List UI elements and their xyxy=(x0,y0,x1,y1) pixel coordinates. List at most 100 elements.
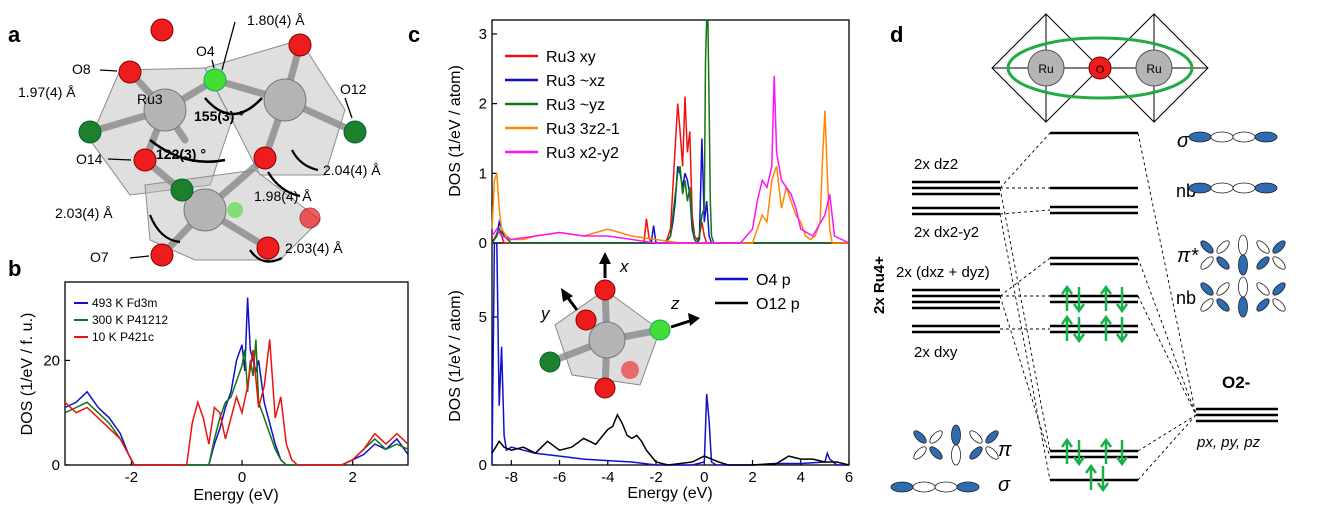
panel-b-axes xyxy=(64,281,409,466)
legend-o4-p: O4 p xyxy=(756,272,791,289)
legend-ru3-yz: Ru3 ~yz xyxy=(546,97,605,114)
o-atom-top xyxy=(150,18,174,42)
crystal-structure xyxy=(78,18,367,267)
label-dx2y2: 2x dx2-y2 xyxy=(914,224,979,241)
c-top-ytick-3: 3 xyxy=(479,26,487,43)
series-b-2 xyxy=(64,339,409,466)
electron-spins xyxy=(1060,284,1129,493)
o-atom-bottom-green xyxy=(170,178,194,202)
label-o14: O14 xyxy=(76,151,103,167)
c-top-ytick-1: 1 xyxy=(479,165,487,182)
label-pi-star: π* xyxy=(1177,245,1199,267)
o-atom-left-green xyxy=(78,120,102,144)
label-sigma: σ xyxy=(998,474,1011,496)
label-d3: 2.04(4) Å xyxy=(323,162,381,178)
o-atom-center xyxy=(253,146,277,170)
label-angle-122: 122(3) ° xyxy=(156,146,206,162)
label-dz2: 2x dz2 xyxy=(914,156,958,173)
axis-label-y: y xyxy=(540,304,551,323)
b-ytick-1: 20 xyxy=(43,352,60,369)
panel-a: a xyxy=(8,12,381,267)
label-dxz-dyz: 2x (dxz + dyz) xyxy=(896,264,990,281)
panel-c-top-ylabel: DOS (1/eV / atom) xyxy=(447,65,464,197)
panel-d: d Ru O Ru 2x xyxy=(871,13,1286,496)
axis-label-z: z xyxy=(670,294,680,313)
c-bottom-ytick-0: 0 xyxy=(479,457,487,474)
ru-atom-right xyxy=(263,78,307,122)
panel-c-letter: c xyxy=(408,22,420,47)
label-d6: 2.03(4) Å xyxy=(285,240,343,256)
c-xtick-7: 6 xyxy=(845,469,853,486)
ru-atom-bottom xyxy=(183,188,227,232)
c-bottom-ytick-1: 5 xyxy=(479,309,487,326)
c-top-ytick-0: 0 xyxy=(479,235,487,252)
ru-o-ru-schematic: Ru O Ru xyxy=(991,13,1209,123)
panel-a-letter: a xyxy=(8,22,21,47)
panel-c: c -8 -6 -4 -2 0 2 4 6 0 1 2 3 0 5 Energy (eV) DOS (1/… xyxy=(408,19,853,502)
legend-493k: 493 K Fd3m xyxy=(92,296,157,310)
label-o7: O7 xyxy=(90,249,109,265)
legend-300k: 300 K P41212 xyxy=(92,313,168,327)
legend-10k: 10 K P421c xyxy=(92,330,154,344)
c-xtick-0: -8 xyxy=(505,469,518,486)
angle-arc-155 xyxy=(204,97,263,116)
molecular-levels xyxy=(1050,131,1138,482)
ru-atom-left xyxy=(1027,49,1065,87)
o14-atom xyxy=(133,148,157,172)
label-o12: O12 xyxy=(340,81,367,97)
series-c-top-0 xyxy=(491,96,849,244)
b-xtick-1: 0 xyxy=(238,469,246,486)
panel-c-top-legend: Ru3 xy Ru3 ~xz Ru3 ~yz Ru3 3z2-1 Ru3 x2-… xyxy=(505,49,620,162)
legend-ru3-x2y2: Ru3 x2-y2 xyxy=(546,145,619,162)
label-p-orbitals: px, py, pz xyxy=(1196,434,1261,451)
label-o4: O4 xyxy=(196,43,215,59)
label-ru4plus: 2x Ru4+ xyxy=(871,256,888,314)
label-d2: 1.97(4) Å xyxy=(18,84,76,100)
label-d1: 1.80(4) Å xyxy=(247,12,305,28)
o-levels xyxy=(1196,407,1278,423)
angle-arc-122 xyxy=(149,139,226,164)
panel-b-xlabel: Energy (eV) xyxy=(193,487,278,504)
legend-ru3-xz: Ru3 ~xz xyxy=(546,73,605,90)
c-xtick-3: -2 xyxy=(649,469,662,486)
label-nb-2: nb xyxy=(1176,288,1196,308)
o12-atom xyxy=(343,120,367,144)
label-ru-left: Ru xyxy=(1038,62,1053,76)
o-atom-bridge xyxy=(1088,56,1112,80)
label-o-bridge: O xyxy=(1096,64,1105,76)
o8-atom xyxy=(118,60,142,84)
legend-ru3-3z2: Ru3 3z2-1 xyxy=(546,121,620,138)
o-atom-topright xyxy=(288,33,312,57)
legend-ru3-xy: Ru3 xy xyxy=(546,49,596,66)
label-d4: 1.98(4) Å xyxy=(254,188,312,204)
label-o8: O8 xyxy=(72,61,91,77)
panel-c-bottom-legend: O4 p O12 p xyxy=(715,272,800,313)
label-ru-right: Ru xyxy=(1146,62,1161,76)
legend-o12-p: O12 p xyxy=(756,296,800,313)
panel-b-legend: 493 K Fd3m 300 K P41212 10 K P421c xyxy=(74,296,168,344)
orbital-pictograms xyxy=(890,131,1286,493)
label-o2minus: O2- xyxy=(1222,373,1250,392)
c-xtick-2: -4 xyxy=(601,469,614,486)
o7-atom xyxy=(150,243,174,267)
ru-atom-right xyxy=(1135,49,1173,87)
label-pi: π xyxy=(998,439,1012,461)
c-xtick-4: 0 xyxy=(700,469,708,486)
ru3-atom xyxy=(143,88,187,132)
c-xtick-5: 2 xyxy=(748,469,756,486)
label-dxy: 2x dxy xyxy=(914,344,958,361)
o4-atom xyxy=(203,68,227,92)
series-c-top-4 xyxy=(491,75,850,244)
panel-d-letter: d xyxy=(890,22,903,47)
label-d5: 2.03(4) Å xyxy=(55,205,113,221)
bond-ellipse xyxy=(1006,36,1194,100)
label-ru3: Ru3 xyxy=(137,91,163,107)
c-xtick-1: -6 xyxy=(553,469,566,486)
o-atom-bottomright xyxy=(256,236,280,260)
panel-b-ylabel: DOS (1/eV / f. u.) xyxy=(19,313,36,436)
correlation-lines xyxy=(999,132,1197,481)
octahedron-inset: x y z xyxy=(539,252,700,399)
c-top-ytick-2: 2 xyxy=(479,96,487,113)
